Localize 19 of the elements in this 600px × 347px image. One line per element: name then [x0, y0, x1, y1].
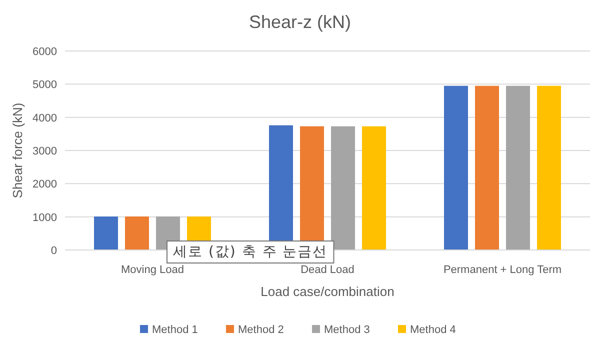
legend-label: Method 3 — [324, 324, 370, 336]
legend-label: Method 1 — [152, 324, 198, 336]
y-tick-label: 3000 — [32, 146, 57, 158]
tooltip: 세로 (값) 축 주 눈금선 — [166, 240, 334, 264]
x-axis-title: Load case/combination — [260, 284, 394, 299]
legend-label: Method 2 — [238, 324, 284, 336]
x-tick-label: Moving Load — [121, 264, 184, 276]
y-tick-label: 5000 — [32, 79, 57, 92]
y-axis-title: Shear force (kN) — [10, 102, 25, 198]
y-tick-label: 6000 — [32, 46, 57, 58]
x-tick-label: Dead Load — [300, 264, 354, 276]
annotation: 세로 (값) 축 주 눈금선 — [173, 244, 328, 260]
y-tick-label: 2000 — [32, 178, 57, 191]
y-tick-label: 4000 — [32, 112, 57, 124]
y-tick-label: 1000 — [32, 212, 57, 224]
y-tick-label: 0 — [50, 245, 57, 257]
legend-label: Method 4 — [410, 324, 456, 336]
x-tick-label: Permanent + Long Term — [443, 264, 562, 276]
chart-title: Shear-z (kN) — [248, 12, 352, 32]
